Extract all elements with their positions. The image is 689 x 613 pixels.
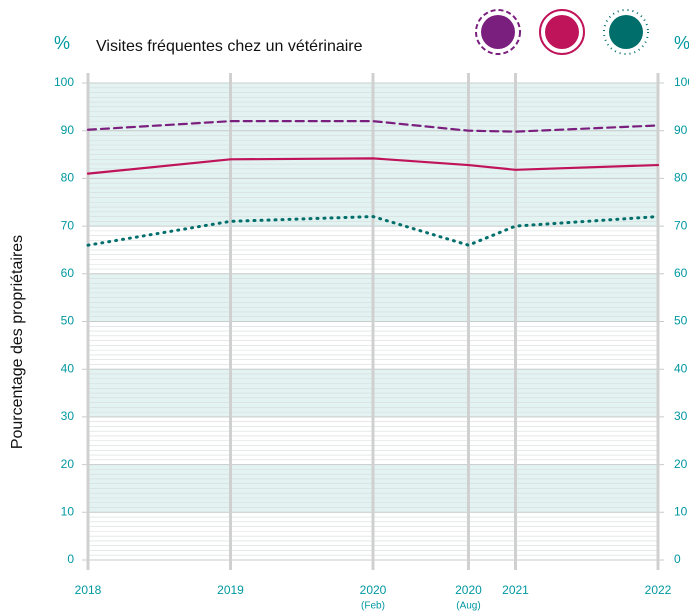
rabbit-icon-ring: [603, 9, 649, 55]
background: [82, 73, 664, 570]
x-tick-label: 2018: [75, 583, 102, 597]
y-axis-label: Pourcentage des propriétaires: [9, 235, 26, 449]
y-tick-label-right: 90: [674, 123, 688, 137]
dog-icon-ring: [475, 9, 521, 55]
y-unit-left: %: [54, 33, 70, 53]
rabbit-icon: [609, 15, 643, 49]
y-tick-label-right: 60: [674, 266, 688, 280]
y-tick-label: 70: [61, 218, 75, 232]
y-tick-label: 20: [61, 457, 75, 471]
cat-icon: [545, 15, 579, 49]
y-tick-label: 30: [61, 409, 75, 423]
x-tick-label: 2020: [360, 583, 387, 597]
x-tick-label: 2022: [645, 583, 672, 597]
y-tick-label-right: 80: [674, 171, 688, 185]
y-tick-label: 10: [61, 504, 75, 518]
y-tick-label: 50: [61, 314, 75, 328]
y-tick-label-right: 20: [674, 457, 688, 471]
y-tick-label-right: 50: [674, 314, 688, 328]
x-tick-label: 2019: [217, 583, 244, 597]
y-unit-right: %: [674, 33, 689, 53]
y-tick-label: 80: [61, 171, 75, 185]
y-tick-label: 0: [67, 552, 74, 566]
series-line: [86, 215, 660, 247]
x-tick-label: 2021: [502, 583, 529, 597]
x-tick-label: 2020: [455, 583, 482, 597]
y-tick-label-right: 30: [674, 409, 688, 423]
series-line: [86, 157, 660, 175]
x-tick-sublabel: (Feb): [361, 601, 385, 612]
x-tick-sublabel: (Aug): [456, 601, 480, 612]
y-tick-label: 100: [54, 75, 74, 89]
y-tick-label-right: 0: [674, 552, 681, 566]
y-tick-label: 40: [61, 361, 75, 375]
y-tick-label-right: 10: [674, 504, 688, 518]
series-line: [86, 120, 660, 133]
y-tick-label: 90: [61, 123, 75, 137]
chart-title: Visites fréquentes chez un vétérinaire: [96, 38, 363, 55]
y-tick-label-right: 100: [674, 75, 689, 89]
icons: [475, 9, 649, 55]
y-tick-label-right: 40: [674, 361, 688, 375]
y-tick-label: 60: [61, 266, 75, 280]
dog-icon: [481, 15, 515, 49]
cat-icon-ring: [539, 9, 585, 55]
y-tick-label-right: 70: [674, 218, 688, 232]
